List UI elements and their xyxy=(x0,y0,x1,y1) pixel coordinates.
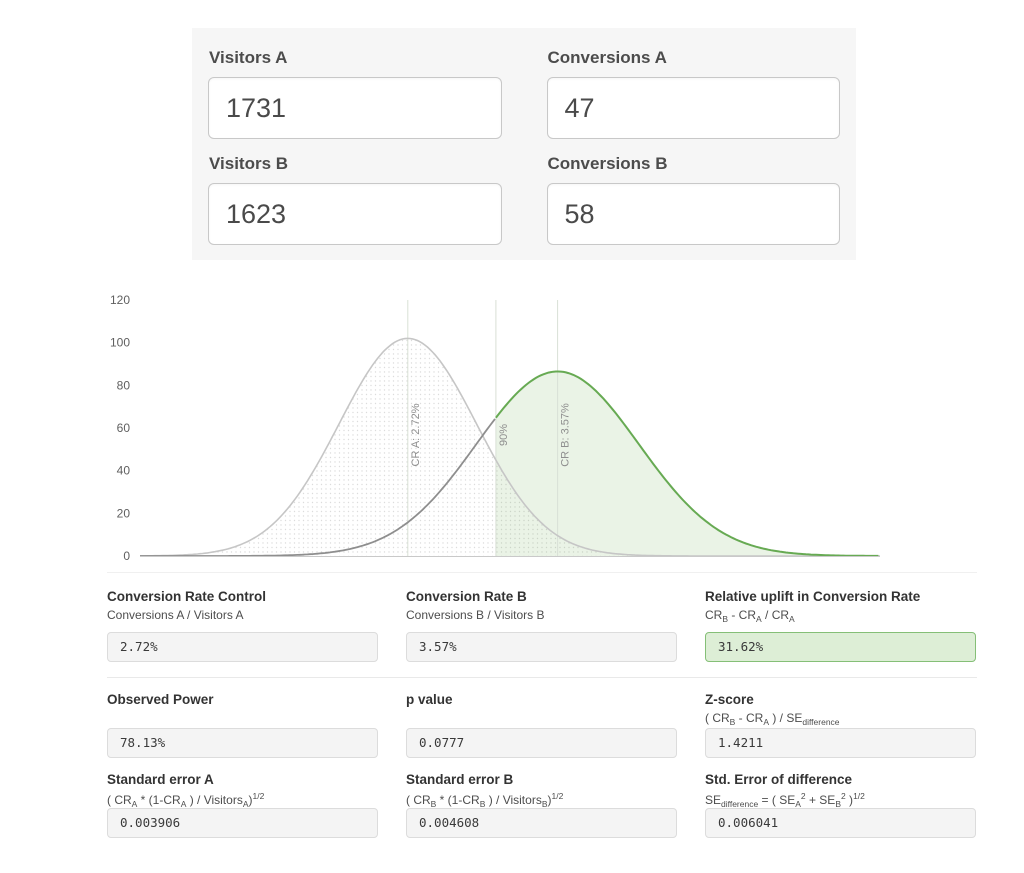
results-row-standard-errors: Standard error A ( CRA * (1-CRA ) / Visi… xyxy=(107,758,977,838)
result-formula: ( CRB * (1-CRB ) / VisitorsB)1/2 xyxy=(406,791,564,809)
conversions-b-input[interactable] xyxy=(546,183,840,245)
result-conversion-rate-control: Conversion Rate Control Conversions A / … xyxy=(107,589,378,662)
conversion-rate-b-value: 3.57% xyxy=(406,632,677,662)
relative-uplift-value: 31.62% xyxy=(705,632,976,662)
visitors-b-input[interactable] xyxy=(208,183,502,245)
conversions-a-input[interactable] xyxy=(546,77,840,139)
result-standard-error-b: Standard error B ( CRB * (1-CRB ) / Visi… xyxy=(406,772,677,838)
field-conversions-a: Conversions A xyxy=(546,46,840,139)
result-title: Conversion Rate B xyxy=(406,589,527,604)
curve-b xyxy=(495,370,879,557)
standard-error-b-value: 0.004608 xyxy=(406,808,677,838)
result-formula: CRB - CRA / CRA xyxy=(705,608,795,624)
y-axis-tick: 0 xyxy=(123,549,130,563)
marker-label: CR A: 2.72% xyxy=(410,403,422,466)
ab-test-input-panel: Visitors A Conversions A Visitors B Conv… xyxy=(192,28,856,260)
results-section: Conversion Rate Control Conversions A / … xyxy=(107,572,977,838)
result-formula: ( CRB - CRA ) / SEdifference xyxy=(705,711,840,727)
result-conversion-rate-b: Conversion Rate B Conversions B / Visito… xyxy=(406,589,677,662)
p-value-value: 0.0777 xyxy=(406,728,677,758)
result-title: Std. Error of difference xyxy=(705,772,853,787)
curve-b-area xyxy=(495,371,880,556)
conversions-b-label: Conversions B xyxy=(547,154,668,173)
field-conversions-b: Conversions B xyxy=(546,152,840,245)
result-title: Relative uplift in Conversion Rate xyxy=(705,589,921,604)
curve-a-area xyxy=(140,338,880,556)
z-score-value: 1.4211 xyxy=(705,728,976,758)
std-error-of-difference-value: 0.006041 xyxy=(705,808,976,838)
results-row-conversion-rates: Conversion Rate Control Conversions A / … xyxy=(107,572,977,678)
field-visitors-a: Visitors A xyxy=(208,46,502,139)
result-title: Standard error B xyxy=(406,772,514,787)
result-p-value: p value 0.0777 xyxy=(406,692,677,758)
visitors-a-input[interactable] xyxy=(208,77,502,139)
y-axis-tick: 80 xyxy=(117,378,131,392)
result-title: p value xyxy=(406,692,453,707)
y-axis-tick: 100 xyxy=(110,336,130,350)
result-title: Observed Power xyxy=(107,692,214,707)
visitors-a-label: Visitors A xyxy=(209,48,288,67)
conversion-rate-control-value: 2.72% xyxy=(107,632,378,662)
distribution-chart: 0 20 40 60 80 100 120 CR A: 2.72% 90% CR B: 3.57% xyxy=(100,290,930,575)
distribution-chart-svg: 0 20 40 60 80 100 120 CR A: 2.72% 90% CR B: 3.57% xyxy=(110,293,880,563)
result-formula: SEdifference = ( SEA2 + SEB2 )1/2 xyxy=(705,791,865,809)
marker-label: 90% xyxy=(498,424,510,446)
result-std-error-of-difference: Std. Error of difference SEdifference = … xyxy=(705,772,976,838)
results-row-significance: Observed Power 78.13% p value 0.0777 Z-s… xyxy=(107,678,977,758)
result-observed-power: Observed Power 78.13% xyxy=(107,692,378,758)
y-axis-tick: 60 xyxy=(117,421,131,435)
y-axis-tick: 20 xyxy=(117,506,131,520)
result-title: Standard error A xyxy=(107,772,214,787)
result-z-score: Z-score ( CRB - CRA ) / SEdifference 1.4… xyxy=(705,692,976,758)
result-title: Conversion Rate Control xyxy=(107,589,267,604)
result-formula: Conversions A / Visitors A xyxy=(107,608,244,622)
result-relative-uplift: Relative uplift in Conversion Rate CRB -… xyxy=(705,589,976,662)
result-formula: ( CRA * (1-CRA ) / VisitorsA)1/2 xyxy=(107,791,265,809)
field-visitors-b: Visitors B xyxy=(208,152,502,245)
y-axis-tick: 40 xyxy=(117,464,131,478)
conversions-a-label: Conversions A xyxy=(547,48,667,67)
result-standard-error-a: Standard error A ( CRA * (1-CRA ) / Visi… xyxy=(107,772,378,838)
result-title: Z-score xyxy=(705,692,754,707)
standard-error-a-value: 0.003906 xyxy=(107,808,378,838)
marker-label: CR B: 3.57% xyxy=(560,403,572,467)
visitors-b-label: Visitors B xyxy=(209,154,289,173)
y-axis-tick: 120 xyxy=(110,293,130,307)
result-formula: Conversions B / Visitors B xyxy=(406,608,545,622)
observed-power-value: 78.13% xyxy=(107,728,378,758)
